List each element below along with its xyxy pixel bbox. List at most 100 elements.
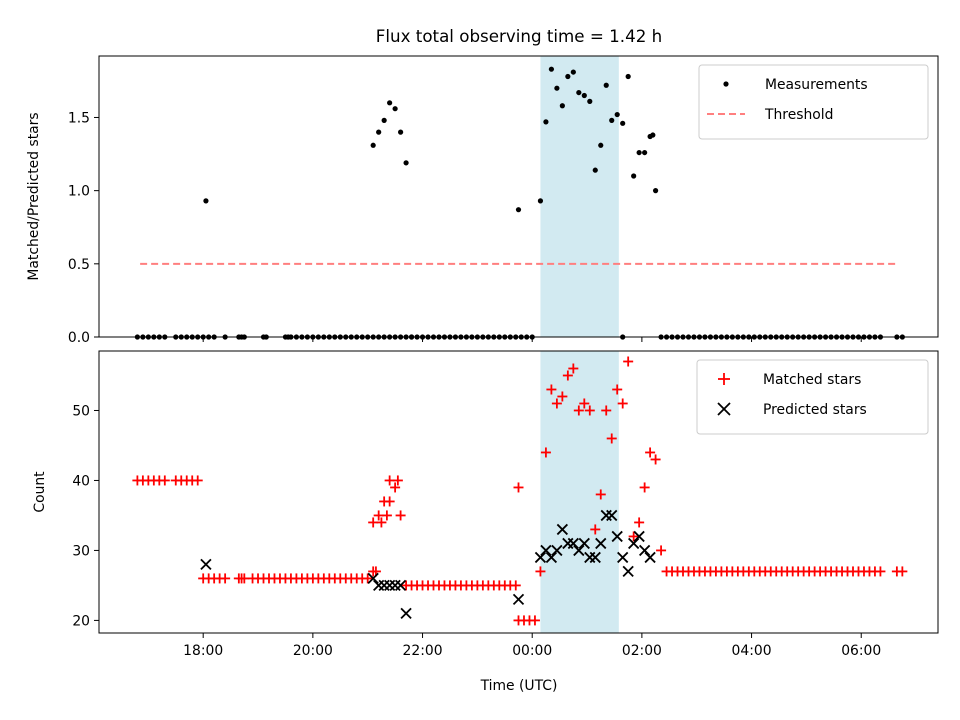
matched-star-marker — [562, 370, 573, 381]
measurement-point — [392, 106, 398, 112]
legend-box — [698, 64, 929, 140]
y-tick-label: 0.5 — [68, 257, 90, 273]
predicted-star-marker — [200, 558, 212, 571]
y-tick-label: 0.0 — [68, 330, 90, 346]
matched-star-marker — [568, 363, 579, 374]
x-tick-label: 06:00 — [841, 643, 881, 659]
measurement-point — [650, 132, 656, 138]
matched-star-marker — [606, 433, 617, 444]
matched-star-marker — [584, 405, 595, 416]
matched-star-marker — [573, 405, 584, 416]
matched-star-marker — [390, 482, 401, 493]
matched-star-marker — [362, 573, 373, 584]
matched-star-marker — [875, 566, 886, 577]
measurement-point — [403, 160, 409, 166]
matched-star-marker — [551, 398, 562, 409]
predicted-star-marker — [589, 551, 601, 564]
predicted-star-marker — [512, 593, 525, 606]
matched-star-marker — [395, 510, 406, 521]
matched-star-marker — [557, 391, 568, 402]
measurement-point — [652, 188, 659, 194]
legend-marker-plus — [718, 373, 730, 385]
matched-star-marker — [220, 573, 231, 584]
measurement-point — [554, 85, 560, 91]
legend-label: Predicted stars — [763, 402, 867, 418]
y-tick-label: 1.0 — [68, 184, 90, 200]
matched-star-marker — [590, 524, 601, 535]
y-tick-label: 50 — [72, 403, 90, 419]
measurement-point — [642, 149, 648, 156]
matched-star-marker — [540, 447, 551, 458]
measurement-point — [548, 66, 555, 72]
legend-marker-x — [717, 402, 731, 416]
x-axis-label: Time (UTC) — [480, 678, 558, 694]
measurement-point — [598, 142, 604, 148]
matched-star-marker — [639, 482, 650, 493]
matched-star-marker — [650, 454, 661, 465]
predicted-star-marker — [567, 537, 579, 550]
matched-star-marker — [612, 384, 623, 395]
y-axis-label-ratio: Matched/Predicted stars — [26, 112, 42, 280]
predicted-star-marker — [556, 523, 569, 536]
measurement-point — [203, 198, 209, 204]
predicted-star-marker — [400, 607, 412, 620]
predicted-star-marker — [545, 551, 558, 564]
matched-star-marker — [510, 580, 521, 591]
y-tick-label: 40 — [72, 473, 90, 489]
matched-star-marker — [192, 475, 203, 486]
x-tick-label: 22:00 — [403, 643, 443, 659]
measurement-point — [614, 111, 620, 118]
measurement-point — [387, 100, 393, 106]
matched-star-marker — [617, 398, 628, 409]
measurement-point — [587, 98, 593, 104]
predicted-star-marker — [578, 537, 590, 550]
legend-label: Matched stars — [763, 372, 861, 388]
predicted-star-marker — [638, 544, 651, 557]
matched-star-marker — [634, 517, 645, 528]
predicted-star-marker — [617, 551, 629, 564]
y-tick-label: 20 — [72, 613, 90, 629]
observing-window-shade — [540, 351, 619, 633]
panel-frame — [98, 350, 939, 634]
legend-label: Measurements — [765, 77, 868, 93]
measurement-point — [636, 149, 642, 156]
matched-star-marker — [384, 496, 395, 507]
y-tick-label: 30 — [72, 543, 90, 559]
panel-flux-ratio: 0.0 0.5 1.0 1.5 Matched/Predicted stars Mea… — [26, 55, 939, 346]
observing-window-shade — [540, 56, 619, 337]
predicted-star-marker — [573, 544, 585, 557]
predicted-star-marker — [628, 537, 640, 550]
panel-counts: 18:00 20:00 22:00 00:00 02:00 04:00 06:00 20 30 4… — [32, 350, 939, 659]
measurement-point — [381, 117, 387, 123]
matched-star-marker — [513, 482, 524, 493]
x-tick-label: 20:00 — [293, 643, 333, 659]
matched-star-marker — [595, 489, 606, 500]
measurement-point — [609, 117, 615, 123]
matched-star-marker — [529, 615, 540, 626]
matched-star-marker — [392, 475, 403, 486]
matched-star-marker — [381, 510, 392, 521]
matched-star-marker — [628, 531, 639, 542]
measurement-point — [537, 198, 544, 204]
predicted-star-marker — [551, 544, 563, 557]
matched-star-marker — [897, 566, 908, 577]
measurement-point — [370, 142, 376, 148]
matched-star-marker — [535, 566, 546, 577]
measurement-point — [398, 129, 404, 135]
measurement-point — [625, 73, 631, 80]
measurement-point — [592, 167, 598, 173]
predicted-star-marker — [644, 551, 656, 564]
matched-star-marker — [546, 384, 557, 395]
measurement-point — [570, 69, 576, 75]
legend-marker-dot — [723, 81, 729, 87]
legend-ratio: Measurements Threshold — [698, 64, 929, 140]
predicted-star-marker — [611, 530, 623, 543]
x-tick-label: 04:00 — [732, 643, 772, 659]
predicted-star-marker — [367, 572, 379, 585]
predicted-star-marker — [394, 579, 407, 592]
measurement-point — [543, 119, 549, 125]
measurement-point — [515, 207, 522, 213]
measurement-point — [565, 73, 571, 80]
legend-label: Threshold — [764, 107, 833, 123]
